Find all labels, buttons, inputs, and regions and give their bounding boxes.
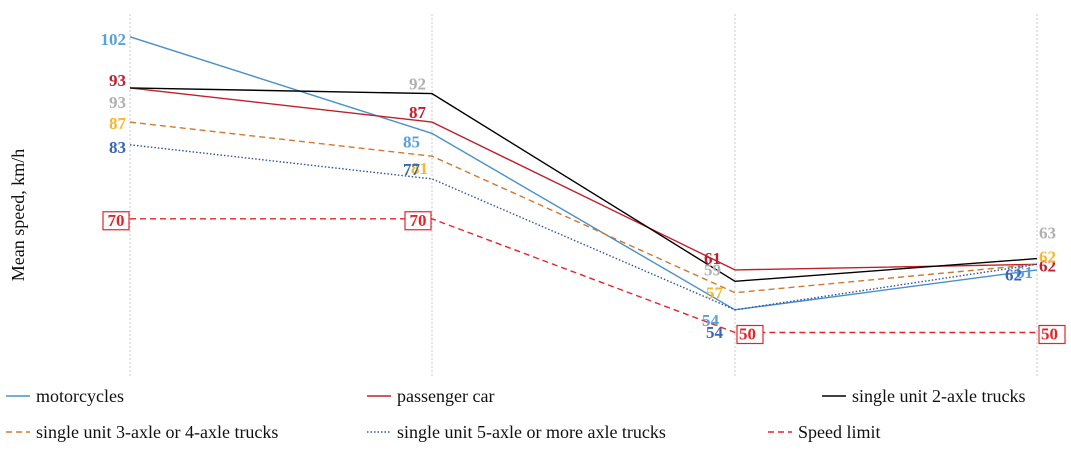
data-label: 62 bbox=[1005, 265, 1022, 284]
series-lines bbox=[129, 36, 1038, 334]
data-label: 70 bbox=[108, 211, 125, 230]
grid-lines bbox=[129, 14, 1038, 378]
data-label: 70 bbox=[410, 211, 427, 230]
data-label: 50 bbox=[1041, 325, 1058, 344]
data-label-box bbox=[736, 324, 764, 345]
data-label: 87 bbox=[409, 103, 427, 122]
data-label-box bbox=[102, 211, 130, 231]
data-label: 62 bbox=[1039, 247, 1056, 266]
legend-label: motorcycles bbox=[36, 386, 124, 406]
series-line-1 bbox=[129, 36, 1038, 311]
data-label: 62 bbox=[1039, 256, 1056, 275]
data-label: 83 bbox=[109, 138, 126, 157]
data-label: 77 bbox=[403, 160, 421, 179]
data-label: 93 bbox=[109, 93, 126, 112]
series-line-6 bbox=[130, 218, 1037, 334]
legend-label: passenger car bbox=[397, 386, 494, 406]
data-label: 57 bbox=[706, 284, 724, 303]
data-label: 61 bbox=[704, 249, 721, 268]
series-line-4 bbox=[129, 121, 1038, 294]
data-label-box bbox=[1038, 324, 1066, 345]
data-label: 63 bbox=[1039, 224, 1056, 243]
legend-label: single unit 2-axle trucks bbox=[852, 386, 1025, 406]
y-axis-label: Mean speed, km/h bbox=[8, 149, 28, 281]
legend-label: single unit 3-axle or 4-axle trucks bbox=[36, 422, 278, 442]
data-label: 81 bbox=[411, 159, 428, 178]
legend-label: Speed limit bbox=[798, 422, 881, 442]
legend: motorcycles passenger car single unit 2-ax… bbox=[6, 386, 1025, 442]
data-label: 61 bbox=[1016, 263, 1033, 282]
data-label: 102 bbox=[101, 30, 127, 49]
data-label: 85 bbox=[403, 132, 420, 151]
series-line-5 bbox=[129, 144, 1038, 311]
data-label: 50 bbox=[739, 325, 756, 344]
data-label: 54 bbox=[706, 323, 724, 342]
data-label-box bbox=[404, 211, 432, 231]
series-line-2 bbox=[129, 87, 1038, 271]
data-label: 87 bbox=[109, 114, 127, 133]
data-label: 54 bbox=[702, 311, 720, 330]
data-label: 92 bbox=[409, 75, 426, 94]
data-label: 59 bbox=[704, 260, 721, 279]
legend-label: single unit 5-axle or more axle trucks bbox=[397, 422, 666, 442]
series-line-3 bbox=[129, 87, 1038, 283]
data-label: 93 bbox=[109, 71, 126, 90]
